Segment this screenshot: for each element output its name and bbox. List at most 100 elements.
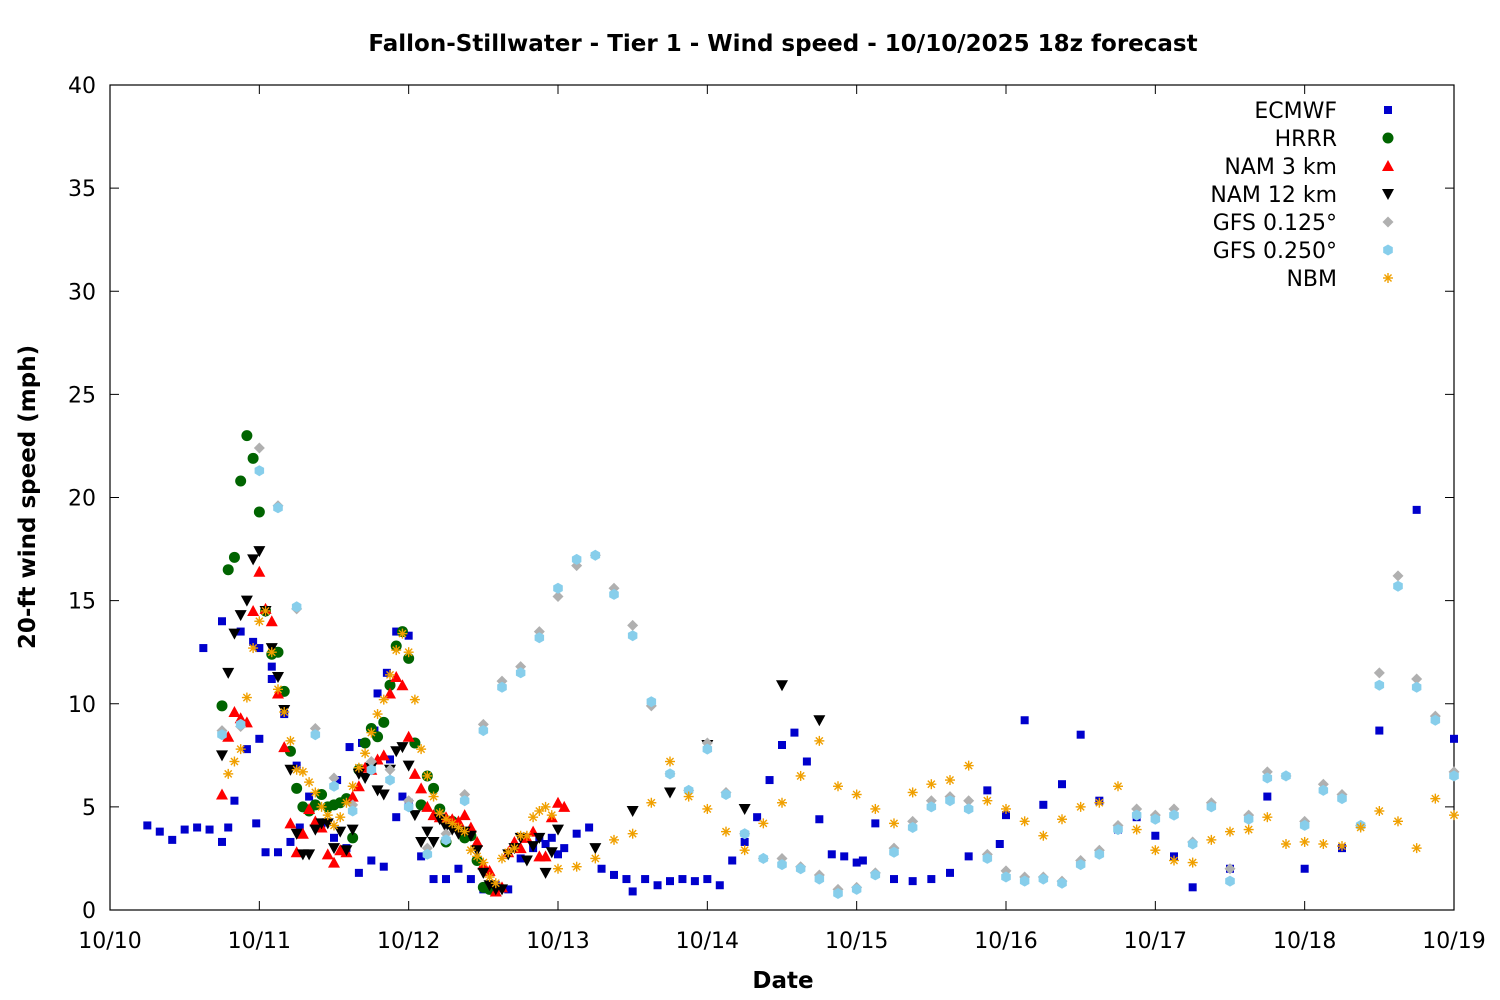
nbm-point-stroke — [1113, 782, 1123, 791]
nbm-point-stroke — [398, 629, 407, 638]
series-gfs-0-250- — [217, 465, 1459, 899]
nam12km-point — [589, 843, 602, 855]
nam3km-point — [552, 796, 564, 808]
nbm-point — [1449, 810, 1459, 821]
ecmwf-point — [765, 776, 774, 785]
nam3km-point — [309, 815, 322, 827]
nam3km-point — [284, 817, 297, 829]
nbm-point — [391, 645, 402, 656]
gfs0250-point — [1225, 875, 1235, 887]
gfs0125-point — [1382, 216, 1394, 228]
ecmwf-point — [417, 852, 426, 861]
ecmwf-point — [852, 858, 861, 867]
gfs0250-point — [814, 873, 825, 885]
ecmwf-point — [267, 675, 276, 683]
gfs0250-point — [739, 828, 750, 840]
series-gfs-0-125- — [216, 442, 1460, 895]
nbm-point-stroke — [242, 693, 251, 702]
hrrr-point — [228, 551, 240, 563]
gfs0250-point — [907, 822, 918, 833]
ecmwf-point — [379, 862, 388, 871]
ecmwf-point — [790, 728, 799, 737]
nbm-point — [478, 857, 489, 868]
ecmwf-point — [249, 637, 258, 646]
legend-label: GFS 0.125° — [1213, 211, 1337, 236]
ecmwf-point — [908, 877, 917, 886]
gfs0250-point — [235, 718, 246, 730]
nam12km-point — [371, 785, 384, 797]
nbm-point-stroke — [305, 778, 314, 787]
nbm-point-stroke — [323, 811, 332, 820]
ecmwf-point — [392, 813, 401, 822]
nbm-point-stroke — [473, 852, 482, 861]
ecmwf-point — [1300, 864, 1309, 873]
nbm-point-stroke — [983, 796, 992, 805]
nam12km-point — [334, 826, 347, 838]
gfs0250-point — [833, 888, 843, 899]
ecmwf-point — [242, 745, 251, 754]
nbm-point — [397, 628, 408, 639]
gfs0250-point — [926, 801, 937, 813]
ecmwf-point — [610, 870, 618, 879]
gfs0250-point — [963, 803, 974, 815]
nbm-point — [509, 843, 520, 854]
nbm-point — [777, 797, 787, 808]
y-tick-label: 35 — [68, 177, 96, 202]
nbm-point — [428, 791, 439, 802]
gfs0125-point — [1392, 570, 1404, 582]
nam12km-point — [776, 680, 788, 692]
ecmwf-point — [840, 852, 849, 861]
nam12km-point — [539, 867, 552, 879]
gfs0250-point — [553, 582, 563, 594]
ecmwf-point — [815, 815, 824, 824]
x-tick-label: 10/12 — [377, 929, 440, 954]
ecmwf-point — [345, 743, 354, 752]
x-tick-label: 10/14 — [676, 929, 739, 954]
ecmwf-point — [541, 840, 550, 848]
gfs0250-point — [982, 852, 993, 864]
legend-label: NAM 12 km — [1210, 183, 1337, 208]
y-axis-label: 20-ft wind speed (mph) — [15, 345, 41, 649]
hrrr-point — [372, 731, 384, 743]
gfs0250-point — [1113, 824, 1123, 836]
ecmwf-point — [802, 757, 811, 766]
ecmwf-point — [367, 856, 376, 865]
nbm-point — [1094, 797, 1105, 808]
nbm-point-stroke — [230, 757, 239, 766]
nbm-point — [851, 789, 862, 800]
nbm-point — [795, 770, 806, 781]
nbm-point — [1038, 830, 1049, 841]
nam12km-point — [1382, 189, 1394, 200]
nbm-point — [534, 806, 545, 816]
nbm-point-stroke — [267, 648, 276, 657]
nbm-point — [683, 791, 694, 802]
nbm-point-stroke — [510, 844, 519, 853]
ecmwf-point — [255, 734, 264, 743]
gfs0250-point — [1131, 809, 1142, 821]
nbm-point-stroke — [908, 788, 917, 797]
gfs0250-point — [515, 667, 526, 679]
nam12km-point — [533, 832, 546, 844]
x-tick-label: 10/13 — [526, 929, 589, 954]
ecmwf-point — [218, 617, 226, 626]
nbm-point — [1383, 273, 1393, 283]
nbm-point-stroke — [485, 872, 494, 882]
gfs0250-point — [571, 553, 582, 565]
gfs0250-point — [1094, 848, 1105, 860]
gfs0250-point — [1337, 793, 1347, 805]
nam3km-point — [216, 788, 228, 800]
nbm-point-stroke — [535, 806, 544, 816]
ecmwf-point — [354, 868, 363, 877]
nbm-point — [441, 814, 451, 825]
x-tick-label: 10/17 — [1124, 929, 1187, 954]
nbm-point — [353, 762, 364, 773]
gfs0250-point — [1374, 679, 1385, 691]
nbm-point — [627, 828, 638, 839]
nam12km-point — [813, 715, 826, 727]
nam12km-point — [402, 760, 415, 772]
x-tick-label: 10/15 — [825, 929, 888, 954]
hrrr-point — [347, 832, 359, 844]
gfs0125-point — [1411, 673, 1423, 685]
ecmwf-point — [1384, 106, 1392, 114]
ecmwf-point — [373, 689, 382, 698]
